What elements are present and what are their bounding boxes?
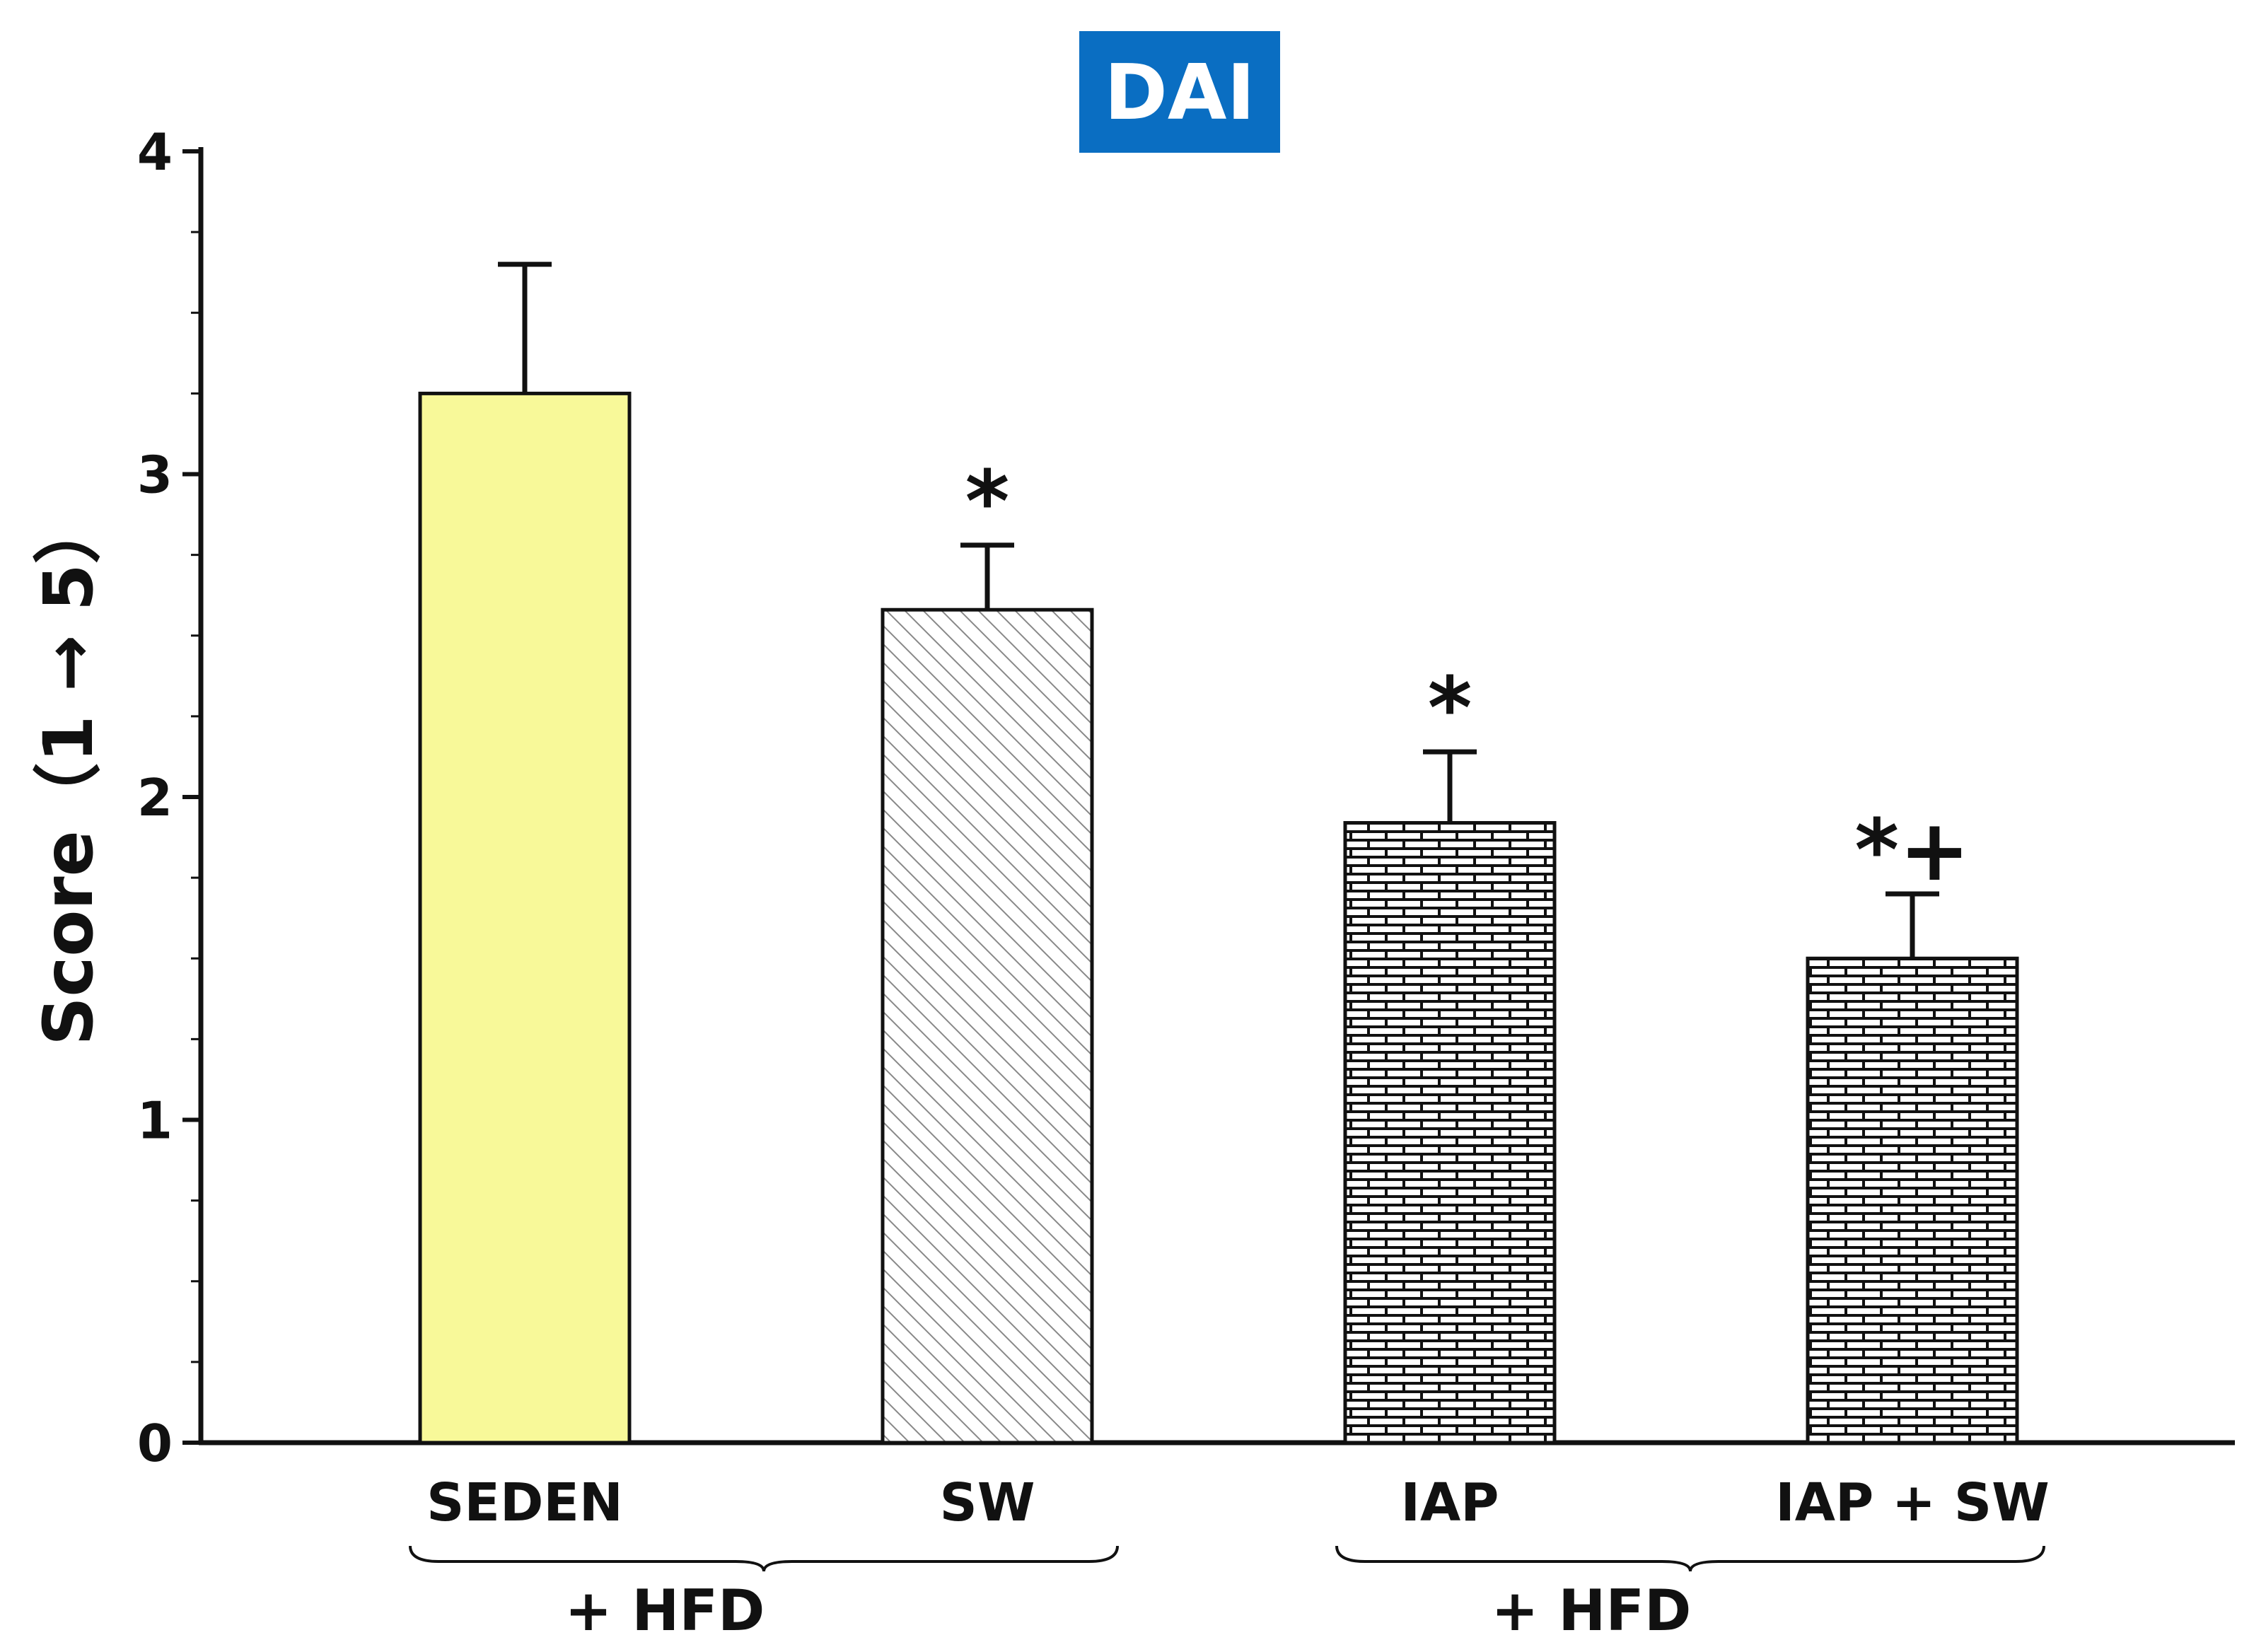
bar-seden <box>418 391 632 1445</box>
x-tick-label: IAP <box>1400 1472 1499 1533</box>
y-axis-label: Score（1 → 5） <box>29 496 108 1045</box>
y-tick-label: 4 <box>137 122 173 182</box>
chart-title: DAI <box>1104 49 1255 137</box>
significance-marker: * <box>1428 660 1472 758</box>
group-label: + HFD <box>1492 1578 1692 1644</box>
chart-title-background <box>1079 31 1280 153</box>
y-tick-label: 2 <box>137 768 173 827</box>
significance-marker: *+ <box>1854 802 1970 900</box>
group-label: + HFD <box>565 1578 765 1644</box>
y-tick-label: 3 <box>137 446 173 505</box>
bars: * * *+ <box>418 262 2019 1445</box>
bar-sw <box>881 607 1094 1445</box>
y-tick-label: 1 <box>137 1091 173 1151</box>
y-tick-label: 0 <box>137 1414 173 1473</box>
significance-marker: * <box>965 453 1010 552</box>
group-bracket <box>1335 1545 2045 1572</box>
x-tick-label: SEDEN <box>426 1472 623 1533</box>
chart-title-box: DAI <box>1079 31 1280 153</box>
bar-iap-sw <box>1806 956 2019 1445</box>
x-tick-label: SW <box>940 1472 1035 1533</box>
group-bracket <box>409 1545 1119 1572</box>
x-tick-label: IAP + SW <box>1775 1472 2050 1533</box>
y-axis-ticks: 0 1 2 3 4 <box>137 122 201 1473</box>
x-axis-labels: SEDEN SW IAP IAP + SW <box>426 1472 2050 1533</box>
bar-iap <box>1343 821 1557 1445</box>
group-brackets: + HFD + HFD <box>409 1545 2045 1644</box>
